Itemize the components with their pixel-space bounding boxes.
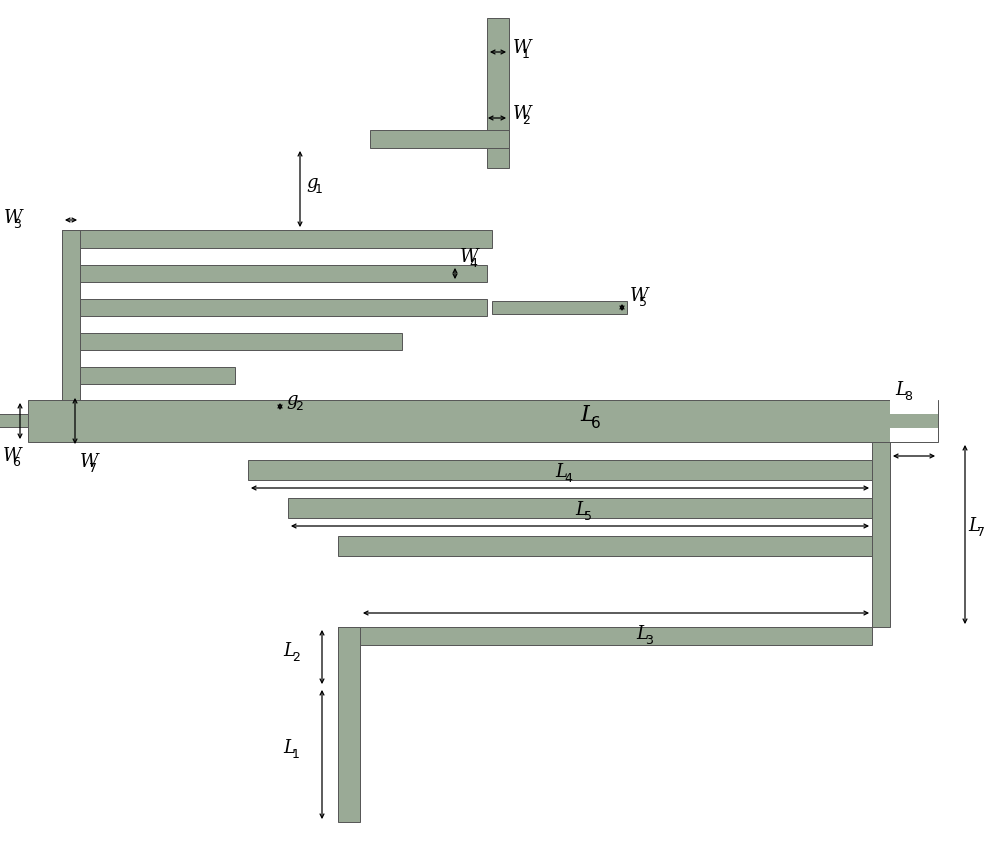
Text: 3: 3 [13,218,21,231]
Text: 7: 7 [977,526,985,539]
Text: 3: 3 [645,634,653,647]
Bar [338,627,872,645]
Text: 6: 6 [12,456,20,469]
Bar [28,400,938,442]
Bar [872,442,890,627]
Text: 1: 1 [522,48,530,61]
Bar [288,498,872,518]
Bar [80,265,487,282]
Text: W: W [460,248,479,266]
Text: 2: 2 [522,114,530,127]
Bar [80,299,487,316]
Text: 2: 2 [295,400,303,413]
Bar [890,428,938,442]
Text: W: W [513,105,532,123]
Text: L: L [283,739,295,757]
Text: L: L [580,404,595,426]
Text: g: g [286,391,298,409]
Bar [0,414,28,427]
Text: 4: 4 [469,257,477,270]
Bar [890,400,938,414]
Bar [338,627,360,822]
Bar [248,460,872,480]
Bar [62,230,492,248]
Bar [62,230,80,405]
Bar [80,367,235,384]
Text: W: W [3,447,22,465]
Bar [487,18,509,148]
Text: L: L [636,625,648,643]
Text: 1: 1 [292,748,300,761]
Text: g: g [306,174,318,192]
Text: L: L [895,381,907,399]
Text: W: W [513,39,532,57]
Text: L: L [555,463,567,481]
Text: 1: 1 [315,183,323,196]
Bar [80,401,370,413]
Text: W: W [80,453,98,471]
Text: 7: 7 [89,462,97,475]
Bar [338,536,872,556]
Text: L: L [575,501,587,519]
Text: 2: 2 [292,651,300,664]
Bar [370,130,509,148]
Text: 8: 8 [904,390,912,403]
Text: 4: 4 [564,472,572,485]
Text: W: W [4,209,22,227]
Bar [80,333,402,350]
Bar [492,301,627,314]
Text: L: L [283,642,295,660]
Text: 5: 5 [584,510,592,523]
Text: L: L [968,517,980,535]
Text: W: W [630,287,648,305]
Bar [487,148,509,168]
Text: 5: 5 [639,296,647,309]
Text: 6: 6 [591,416,601,430]
